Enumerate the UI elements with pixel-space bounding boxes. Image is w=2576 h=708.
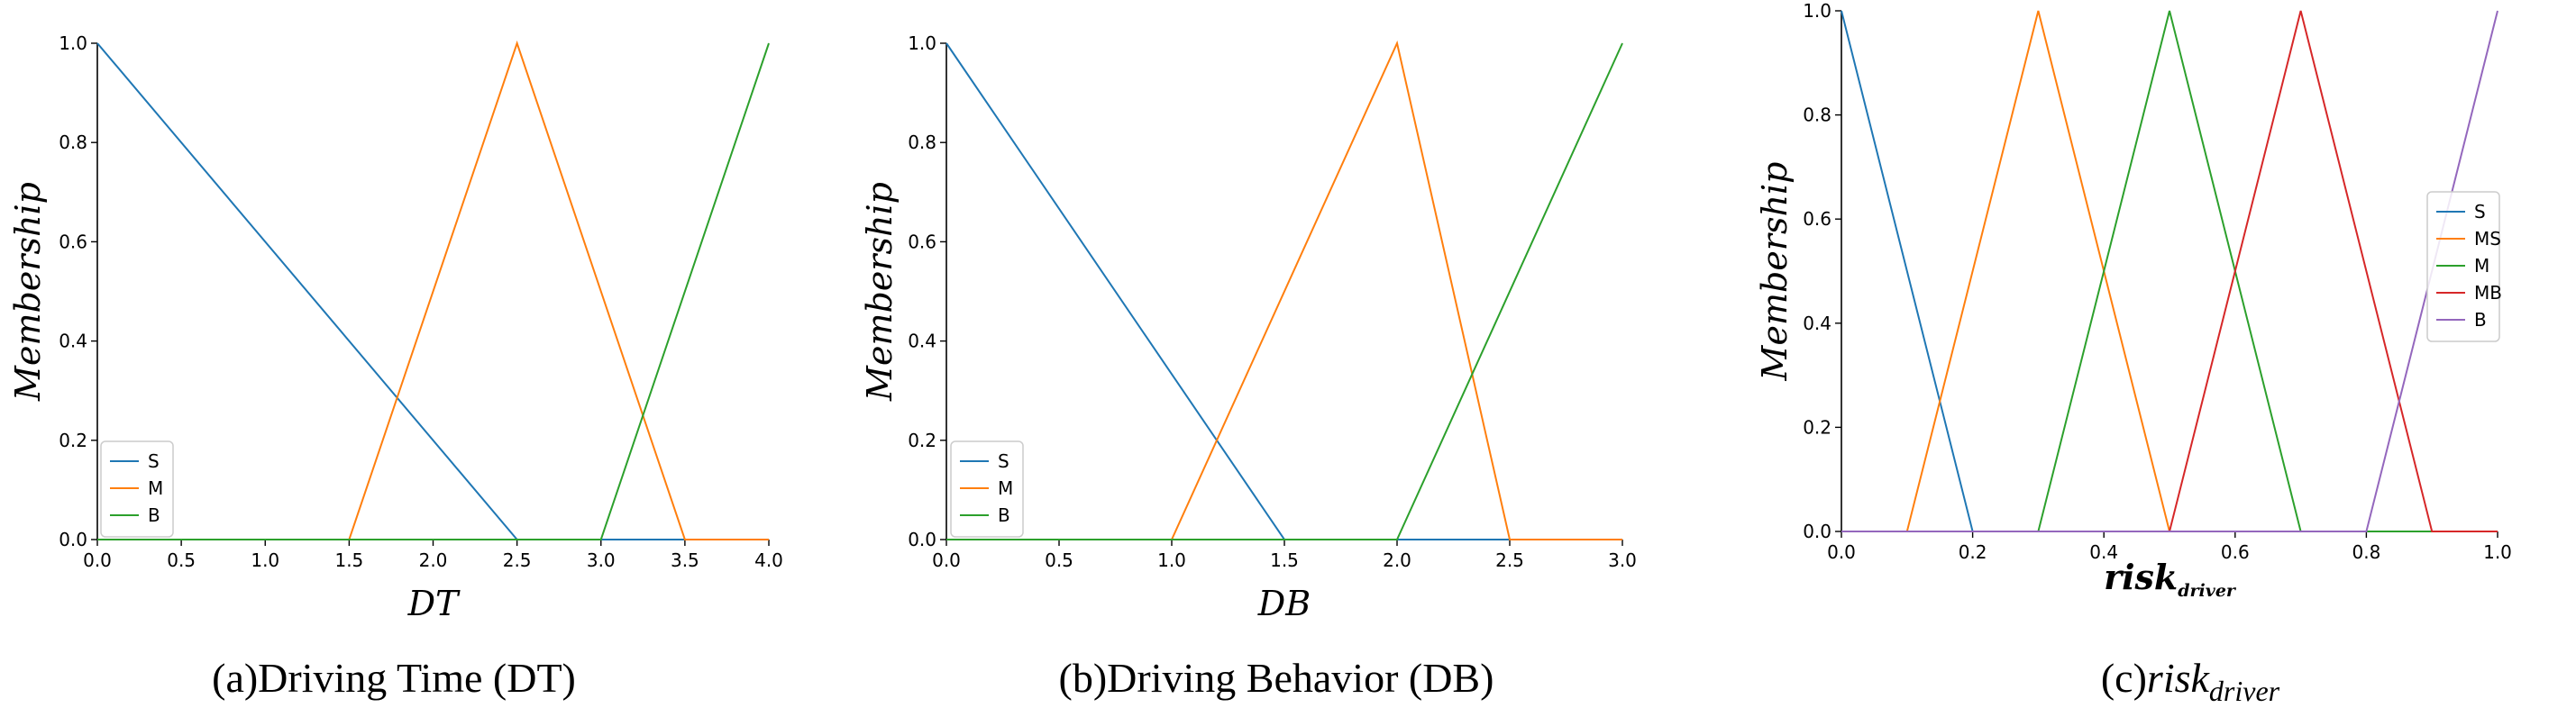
x-tick-label: 3.0 xyxy=(587,549,616,571)
chart-caption: (b)Driving Behavior (DB) xyxy=(1059,655,1494,701)
y-tick-label: 0.8 xyxy=(59,132,87,153)
x-tick-label: 2.5 xyxy=(1495,549,1524,571)
y-tick-label: 0.2 xyxy=(59,430,87,451)
series-line-m xyxy=(946,40,1622,540)
x-tick-label: 0.8 xyxy=(2352,541,2380,563)
series-line-ms xyxy=(1841,10,2498,532)
y-axis-label: Membership xyxy=(1755,162,1795,382)
y-tick-label: 0.4 xyxy=(59,331,87,352)
y-tick-label: 0.0 xyxy=(59,529,87,550)
x-tick-label: 0.0 xyxy=(1827,541,1856,563)
y-tick-label: 1.0 xyxy=(908,32,936,54)
x-tick-label: 2.0 xyxy=(419,549,448,571)
y-tick-label: 0.0 xyxy=(1803,521,1832,542)
x-axis-label: riskdriver xyxy=(2104,557,2237,601)
chart-3: 0.0 0.2 0.4 0.6 0.8 1.0 0.0 0.2 0.4 0.6 0.8 1.0 Memb… xyxy=(1755,0,2512,707)
y-tick-label: 0.6 xyxy=(59,231,87,252)
chart-2: 0.0 0.5 1.0 1.5 2.0 2.5 3.0 0.0 0.2 0.4 0.6 0.8 1.0 M… xyxy=(860,32,1637,701)
x-tick-label: 0.0 xyxy=(932,549,961,571)
chart-caption: (c)riskdriver xyxy=(2101,655,2280,707)
legend-label-m: M xyxy=(998,477,1013,499)
y-tick-label: 0.6 xyxy=(908,231,936,252)
x-tick-label: 1.0 xyxy=(2483,541,2512,563)
x-tick-label: 0.0 xyxy=(83,549,112,571)
legend-label-mb: MB xyxy=(2474,282,2502,304)
legend-label-s: S xyxy=(998,450,1009,472)
x-tick-label: 3.0 xyxy=(1608,549,1637,571)
series-line-m xyxy=(97,40,769,540)
x-tick-label: 2.0 xyxy=(1383,549,1411,571)
legend-label-m: M xyxy=(148,477,163,499)
legend: SMB xyxy=(100,440,174,538)
legend-label-s: S xyxy=(2474,201,2486,222)
x-tick-label: 2.5 xyxy=(503,549,532,571)
x-tick-label: 0.5 xyxy=(1045,549,1073,571)
x-axis-label: DT xyxy=(407,584,461,623)
x-tick-label: 0.6 xyxy=(2221,541,2250,563)
x-tick-label: 0.2 xyxy=(1959,541,1987,563)
legend-label-ms: MS xyxy=(2474,228,2501,250)
y-tick-label: 0.0 xyxy=(908,529,936,550)
x-tick-label: 1.0 xyxy=(251,549,279,571)
legend-label-s: S xyxy=(148,450,160,472)
y-tick-label: 0.8 xyxy=(1803,104,1832,126)
x-tick-label: 1.0 xyxy=(1157,549,1186,571)
y-axis-label: Membership xyxy=(860,182,900,402)
x-axis-label: DB xyxy=(1257,584,1311,623)
series-line-b xyxy=(1841,10,2498,532)
series-line-mb xyxy=(1841,10,2498,532)
x-tick-label: 3.5 xyxy=(671,549,699,571)
x-tick-label: 4.0 xyxy=(754,549,783,571)
x-tick-label: 0.4 xyxy=(2089,541,2118,563)
series-line-b xyxy=(946,42,1623,540)
y-axis-label: Membership xyxy=(8,182,48,402)
y-tick-label: 0.2 xyxy=(908,430,936,451)
y-tick-label: 1.0 xyxy=(59,32,87,54)
chart-caption: (a)Driving Time (DT) xyxy=(212,655,576,701)
y-tick-label: 0.8 xyxy=(908,132,936,153)
series-line-b xyxy=(97,42,770,540)
y-tick-label: 0.6 xyxy=(1803,208,1832,230)
legend: S MS M MB B xyxy=(2426,191,2502,342)
chart-1: 0.0 0.5 1.0 1.5 2.0 2.5 3.0 3.5 4.0 0.0 0.2 0.4 0.6 0… xyxy=(8,32,783,701)
y-tick-label: 0.2 xyxy=(1803,416,1832,438)
legend-label-b: B xyxy=(148,504,160,526)
x-tick-label: 1.5 xyxy=(1270,549,1299,571)
series-line-s xyxy=(1841,10,2498,532)
x-tick-label: 0.5 xyxy=(167,549,196,571)
legend: SMB xyxy=(950,440,1024,538)
y-tick-label: 0.4 xyxy=(908,331,936,352)
y-tick-label: 0.4 xyxy=(1803,313,1832,334)
legend-label-b: B xyxy=(998,504,1010,526)
series-line-m xyxy=(1841,10,2498,532)
legend-label-m: M xyxy=(2474,255,2489,277)
legend-label-b: B xyxy=(2474,309,2487,331)
y-tick-label: 1.0 xyxy=(1803,0,1832,22)
x-tick-label: 1.5 xyxy=(334,549,363,571)
